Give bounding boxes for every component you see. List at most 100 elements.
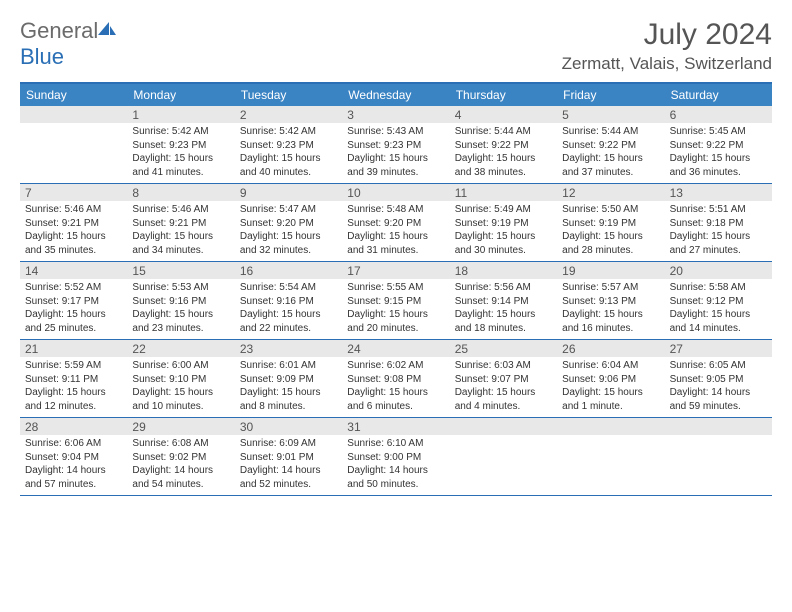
daylight-line2: and 38 minutes.	[455, 166, 552, 180]
page-title: July 2024	[562, 18, 772, 52]
day-cell: 13Sunrise: 5:51 AMSunset: 9:18 PMDayligh…	[665, 184, 772, 261]
daylight-line2: and 52 minutes.	[240, 478, 337, 492]
day-info: Sunrise: 5:44 AMSunset: 9:22 PMDaylight:…	[557, 123, 664, 183]
daylight-line2: and 39 minutes.	[347, 166, 444, 180]
day-number: 28	[20, 418, 127, 435]
day-info: Sunrise: 6:05 AMSunset: 9:05 PMDaylight:…	[665, 357, 772, 417]
day-cell: 20Sunrise: 5:58 AMSunset: 9:12 PMDayligh…	[665, 262, 772, 339]
daylight-line2: and 37 minutes.	[562, 166, 659, 180]
day-info	[665, 435, 772, 441]
logo-word1: General	[20, 18, 98, 43]
day-number: 5	[557, 106, 664, 123]
sunrise-line: Sunrise: 5:53 AM	[132, 281, 229, 295]
logo-word2: Blue	[20, 44, 64, 69]
daylight-line2: and 57 minutes.	[25, 478, 122, 492]
sunset-line: Sunset: 9:06 PM	[562, 373, 659, 387]
day-cell: 29Sunrise: 6:08 AMSunset: 9:02 PMDayligh…	[127, 418, 234, 495]
day-cell: 12Sunrise: 5:50 AMSunset: 9:19 PMDayligh…	[557, 184, 664, 261]
day-info: Sunrise: 5:45 AMSunset: 9:22 PMDaylight:…	[665, 123, 772, 183]
daylight-line1: Daylight: 15 hours	[240, 230, 337, 244]
day-cell: 4Sunrise: 5:44 AMSunset: 9:22 PMDaylight…	[450, 106, 557, 183]
daylight-line2: and 14 minutes.	[670, 322, 767, 336]
weekday-header: Tuesday	[235, 84, 342, 106]
daylight-line2: and 16 minutes.	[562, 322, 659, 336]
day-info: Sunrise: 6:00 AMSunset: 9:10 PMDaylight:…	[127, 357, 234, 417]
sunrise-line: Sunrise: 6:04 AM	[562, 359, 659, 373]
daylight-line2: and 10 minutes.	[132, 400, 229, 414]
day-cell: 18Sunrise: 5:56 AMSunset: 9:14 PMDayligh…	[450, 262, 557, 339]
day-info: Sunrise: 5:42 AMSunset: 9:23 PMDaylight:…	[127, 123, 234, 183]
daylight-line2: and 23 minutes.	[132, 322, 229, 336]
sunset-line: Sunset: 9:07 PM	[455, 373, 552, 387]
daylight-line1: Daylight: 15 hours	[132, 308, 229, 322]
sunrise-line: Sunrise: 5:59 AM	[25, 359, 122, 373]
location-text: Zermatt, Valais, Switzerland	[562, 54, 772, 74]
sunset-line: Sunset: 9:16 PM	[240, 295, 337, 309]
day-number: 3	[342, 106, 449, 123]
day-cell: 11Sunrise: 5:49 AMSunset: 9:19 PMDayligh…	[450, 184, 557, 261]
sunrise-line: Sunrise: 5:44 AM	[455, 125, 552, 139]
day-cell: 1Sunrise: 5:42 AMSunset: 9:23 PMDaylight…	[127, 106, 234, 183]
daylight-line2: and 32 minutes.	[240, 244, 337, 258]
daylight-line1: Daylight: 15 hours	[670, 152, 767, 166]
sunrise-line: Sunrise: 5:44 AM	[562, 125, 659, 139]
sunset-line: Sunset: 9:21 PM	[25, 217, 122, 231]
day-cell: 3Sunrise: 5:43 AMSunset: 9:23 PMDaylight…	[342, 106, 449, 183]
day-info: Sunrise: 5:54 AMSunset: 9:16 PMDaylight:…	[235, 279, 342, 339]
weekday-header: Friday	[557, 84, 664, 106]
day-number: 7	[20, 184, 127, 201]
daylight-line1: Daylight: 15 hours	[455, 230, 552, 244]
sunset-line: Sunset: 9:16 PM	[132, 295, 229, 309]
week-row: 7Sunrise: 5:46 AMSunset: 9:21 PMDaylight…	[20, 184, 772, 262]
day-number: 15	[127, 262, 234, 279]
daylight-line2: and 27 minutes.	[670, 244, 767, 258]
sunset-line: Sunset: 9:23 PM	[240, 139, 337, 153]
day-info	[20, 123, 127, 129]
weekday-header: Monday	[127, 84, 234, 106]
sunset-line: Sunset: 9:12 PM	[670, 295, 767, 309]
sunset-line: Sunset: 9:21 PM	[132, 217, 229, 231]
weekday-header: Sunday	[20, 84, 127, 106]
sunrise-line: Sunrise: 5:47 AM	[240, 203, 337, 217]
day-info: Sunrise: 5:46 AMSunset: 9:21 PMDaylight:…	[127, 201, 234, 261]
daylight-line2: and 18 minutes.	[455, 322, 552, 336]
daylight-line2: and 25 minutes.	[25, 322, 122, 336]
day-info: Sunrise: 5:55 AMSunset: 9:15 PMDaylight:…	[342, 279, 449, 339]
day-cell: 10Sunrise: 5:48 AMSunset: 9:20 PMDayligh…	[342, 184, 449, 261]
sunset-line: Sunset: 9:05 PM	[670, 373, 767, 387]
daylight-line2: and 8 minutes.	[240, 400, 337, 414]
sunset-line: Sunset: 9:08 PM	[347, 373, 444, 387]
day-cell	[665, 418, 772, 495]
sunset-line: Sunset: 9:10 PM	[132, 373, 229, 387]
day-number: 9	[235, 184, 342, 201]
daylight-line1: Daylight: 15 hours	[25, 308, 122, 322]
day-number: 29	[127, 418, 234, 435]
day-cell: 9Sunrise: 5:47 AMSunset: 9:20 PMDaylight…	[235, 184, 342, 261]
sunrise-line: Sunrise: 6:05 AM	[670, 359, 767, 373]
sunset-line: Sunset: 9:14 PM	[455, 295, 552, 309]
day-cell	[20, 106, 127, 183]
week-row: 1Sunrise: 5:42 AMSunset: 9:23 PMDaylight…	[20, 106, 772, 184]
sunrise-line: Sunrise: 6:06 AM	[25, 437, 122, 451]
daylight-line1: Daylight: 15 hours	[240, 308, 337, 322]
day-cell: 21Sunrise: 5:59 AMSunset: 9:11 PMDayligh…	[20, 340, 127, 417]
day-number: 20	[665, 262, 772, 279]
sunset-line: Sunset: 9:17 PM	[25, 295, 122, 309]
day-number: 31	[342, 418, 449, 435]
daylight-line1: Daylight: 15 hours	[562, 230, 659, 244]
daylight-line1: Daylight: 15 hours	[670, 230, 767, 244]
daylight-line1: Daylight: 14 hours	[240, 464, 337, 478]
day-number: 10	[342, 184, 449, 201]
daylight-line1: Daylight: 15 hours	[347, 308, 444, 322]
day-number: 13	[665, 184, 772, 201]
day-number: 23	[235, 340, 342, 357]
sunrise-line: Sunrise: 5:49 AM	[455, 203, 552, 217]
daylight-line2: and 12 minutes.	[25, 400, 122, 414]
day-number: 21	[20, 340, 127, 357]
sunset-line: Sunset: 9:19 PM	[455, 217, 552, 231]
sunset-line: Sunset: 9:23 PM	[347, 139, 444, 153]
daylight-line1: Daylight: 15 hours	[132, 386, 229, 400]
day-info: Sunrise: 6:01 AMSunset: 9:09 PMDaylight:…	[235, 357, 342, 417]
day-cell: 27Sunrise: 6:05 AMSunset: 9:05 PMDayligh…	[665, 340, 772, 417]
sunrise-line: Sunrise: 5:57 AM	[562, 281, 659, 295]
